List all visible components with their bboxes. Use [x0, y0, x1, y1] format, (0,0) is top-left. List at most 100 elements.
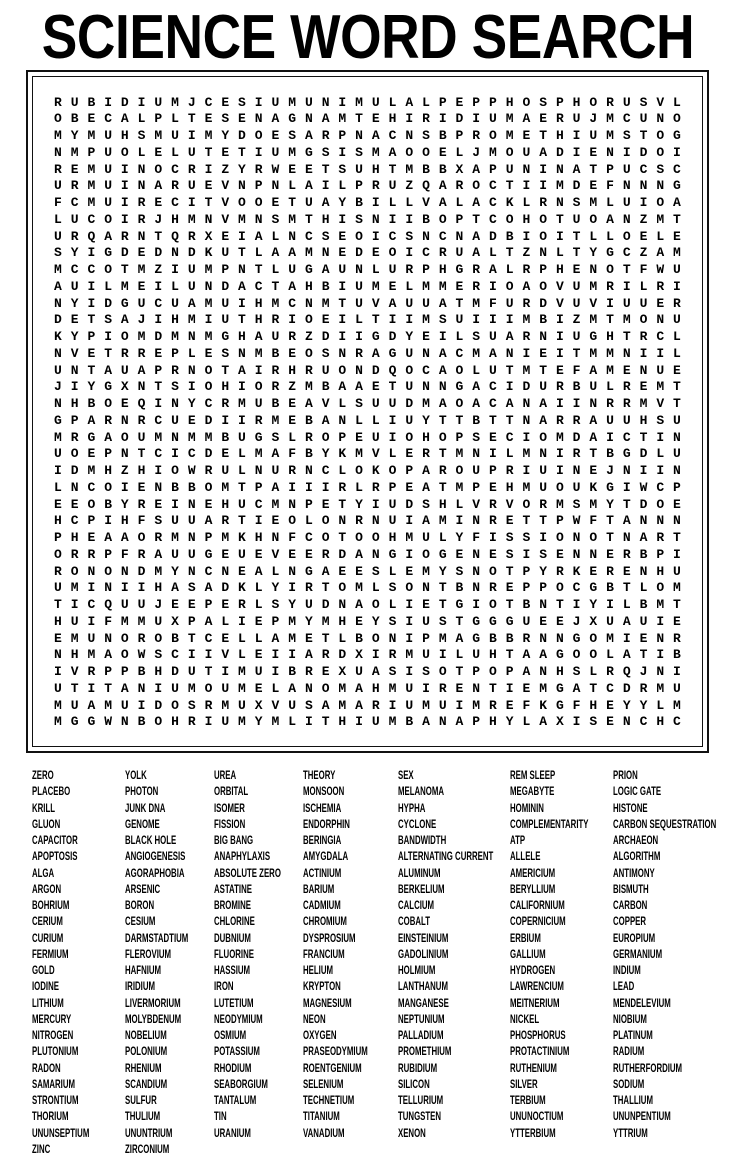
word-item: ALTERNATING CURRENT	[398, 851, 494, 864]
word-item: COMPLEMENTARITY	[510, 818, 589, 831]
word-item: ALGA	[32, 867, 55, 880]
grid-row: PHEAAORMNPMKHNFCOTOOHMULYFISSIONOTNART	[54, 530, 690, 546]
grid-row: ORRPFRAUUGEUEVEERDANGIOGENESISENNERBPI	[54, 546, 690, 562]
word-item: ARSENIC	[125, 883, 161, 896]
grid-row: HUIFMMUXPALIEPMYMHEYSIUSTGGGUEEJXUAUIE	[54, 613, 690, 629]
word-item: NICKEL	[510, 1013, 540, 1026]
word-item: FERMIUM	[32, 948, 69, 961]
word-item: YTTRIUM	[613, 1127, 648, 1140]
word-item: CARBON SEQUESTRATION	[613, 818, 717, 831]
word-column: ZERO PLACEBO KRILL GLUON CAPACITOR APOPTOSIS A…	[32, 768, 116, 1158]
word-column: PRION LOGIC GATE HISTONE CARBON SEQUESTRATI…	[613, 768, 736, 1142]
grid-row: EEOBYREINEHUCMNPETYIUDSHLVRVORMSMYTDOE	[54, 496, 690, 512]
grid-row: MCCOTMZIUMPNTLUGAUNLURPHGRALRPHENOTFWU	[54, 262, 690, 278]
word-item: UNUNPENTIUM	[613, 1111, 671, 1124]
word-item: MAGNESIUM	[303, 997, 352, 1010]
grid-row: IDMHZHIOWRULNURNCLOKOPAROUPRIUINEJNIIN	[54, 463, 690, 479]
word-item: RUBIDIUM	[398, 1062, 438, 1075]
word-item: ARCHAEON	[613, 835, 659, 847]
word-item: PRION	[613, 770, 638, 782]
word-item: PRASEODYMIUM	[303, 1046, 368, 1059]
grid-row: MGGWNBOHRIUMYMLITHIUMBANAPHYLAXISENCHC	[54, 714, 690, 730]
word-item: ACTINIUM	[303, 867, 342, 880]
word-item: INDIUM	[613, 965, 641, 977]
word-item: TUNGSTEN	[398, 1111, 442, 1124]
word-item: IODINE	[32, 981, 59, 994]
grid-row: AUILMEILUNDACTAHBIUMELMMERIOAOVUMRILRI	[54, 278, 690, 294]
word-item: CARBON	[613, 900, 648, 912]
word-item: ZERO	[32, 770, 54, 782]
word-item: SEABORGIUM	[214, 1078, 268, 1091]
word-item: FISSION	[214, 818, 246, 831]
word-item: LANTHANUM	[398, 981, 448, 994]
grid-row: DETSAJIHMIUTHRIOEILTIIMSUIIIMBIZMTMONU	[54, 312, 690, 328]
grid-row: RONONDMYNCNEALNGAEESLEMYSNOTPYRKERENHU	[54, 563, 690, 579]
word-item: ISCHEMIA	[303, 802, 342, 815]
word-item: MOLYBDENUM	[125, 1013, 182, 1026]
word-item: NEODYMIUM	[214, 1013, 263, 1026]
word-item: CESIUM	[125, 916, 156, 929]
word-item: MEGABYTE	[510, 786, 555, 799]
word-item: KRILL	[32, 802, 56, 815]
word-item: BLACK HOLE	[125, 835, 177, 847]
word-item: COPPER	[613, 916, 647, 929]
word-item: BARIUM	[303, 883, 335, 896]
word-item: NOBELIUM	[125, 1030, 167, 1042]
word-item: BANDWIDTH	[398, 835, 447, 847]
word-item: SEX	[398, 770, 414, 782]
word-item: HOMININ	[510, 802, 544, 815]
grid-row: NYIDGUCUAMUIHMCNMTUVAUUATMFURDVUVIUUER	[54, 295, 690, 311]
word-item: PLUTONIUM	[32, 1046, 79, 1059]
word-item: TERBIUM	[510, 1095, 546, 1107]
word-item: SELENIUM	[303, 1078, 344, 1091]
grid-row: URMUINARUEVNPNLAILPRUZQAROCTIIMDEFNNNG	[54, 178, 690, 194]
word-item: LEAD	[613, 981, 635, 994]
word-item: ALGORITHM	[613, 851, 661, 864]
word-item: UNUNTRIUM	[125, 1127, 173, 1140]
word-item: FRANCIUM	[303, 948, 345, 961]
word-item: FLEROVIUM	[125, 948, 172, 961]
word-item: IRON	[214, 981, 234, 994]
word-item: LAWRENCIUM	[510, 981, 564, 994]
grid-row: MYMUHSMUIMYDOESARPNACNSBPROMETHIUMSTOG	[54, 128, 690, 144]
word-item: YTTERBIUM	[510, 1127, 556, 1140]
word-item: DARMSTADTIUM	[125, 932, 189, 945]
word-item: COBALT	[398, 916, 431, 929]
word-item: UNUNOCTIUM	[510, 1111, 564, 1124]
word-column: UREA ORBITAL ISOMER FISSION BIG BANG ANAPHYLA…	[214, 768, 312, 1142]
word-item: COPERNICIUM	[510, 916, 566, 929]
word-item: LOGIC GATE	[613, 786, 662, 799]
word-item: YOLK	[125, 770, 147, 782]
word-item: NEON	[303, 1013, 326, 1026]
word-item: IRIDIUM	[125, 981, 155, 994]
word-item: SODIUM	[613, 1078, 645, 1091]
word-item: ORBITAL	[214, 786, 249, 799]
word-item: SILICON	[398, 1078, 430, 1091]
word-item: DYSPROSIUM	[303, 932, 356, 945]
word-item: PROTACTINIUM	[510, 1046, 570, 1059]
word-item: ALLELE	[510, 851, 541, 864]
word-item: ZINC	[32, 1143, 51, 1156]
word-item: UNUNSEPTIUM	[32, 1127, 90, 1140]
word-item: HASSIUM	[214, 965, 251, 977]
word-item: MENDELEVIUM	[613, 997, 671, 1010]
word-item: AMYGDALA	[303, 851, 349, 864]
word-item: RADON	[32, 1062, 61, 1075]
word-item: CHROMIUM	[303, 916, 347, 929]
grid-row: SYIGDEDNDKUTLAAMNEDEOICRUALTZNLTYGCZAM	[54, 245, 690, 261]
word-item: REM SLEEP	[510, 770, 556, 782]
word-item: ENDORPHIN	[303, 818, 350, 831]
word-column: REM SLEEP MEGABYTE HOMININ COMPLEMENTARITY A…	[510, 768, 625, 1142]
word-item: JUNK DNA	[125, 802, 166, 815]
grid-row: GPARNRCUEDIIRMEBANLLIUYTTBTTNARRAUUHSU	[54, 412, 690, 428]
word-item: MELANOMA	[398, 786, 445, 799]
word-item: BIG BANG	[214, 835, 254, 847]
word-item: AMERICIUM	[510, 867, 556, 880]
grid-row: EMUNOROBTCELLAMETLBONIPMAGBBRNNGOMIENR	[54, 630, 690, 646]
word-item: TANTALUM	[214, 1095, 257, 1107]
word-item: TELLURIUM	[398, 1095, 444, 1107]
grid-row: MUAMUIDOSRMUXVUSAMARIUMUIMREFKGFHEYYLM	[54, 697, 690, 713]
word-item: THALLIUM	[613, 1095, 653, 1107]
page-title: SCIENCE WORD SEARCH	[41, 3, 695, 72]
word-column: SEX MELANOMA HYPHA CYCLONE BANDWIDTH ALTERNAT…	[398, 768, 538, 1142]
